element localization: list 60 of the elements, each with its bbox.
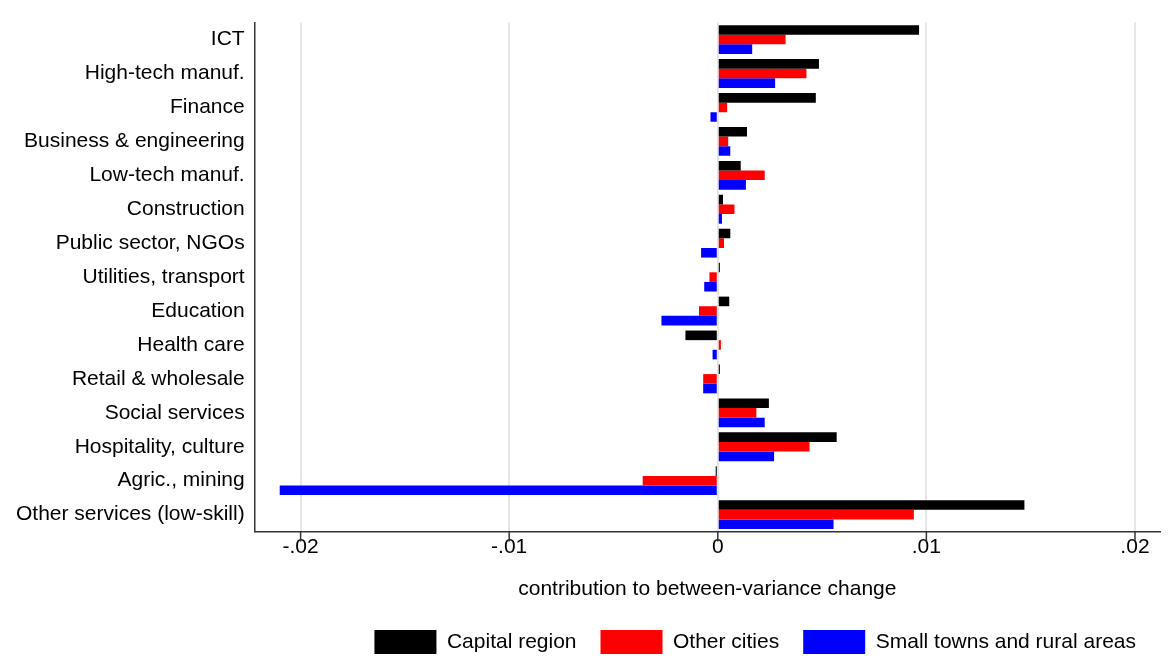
bar (642, 475, 717, 486)
bar (710, 112, 717, 122)
bar (718, 500, 1025, 510)
bar (279, 485, 717, 496)
y-tick-label: Business & engineering (24, 128, 245, 152)
bar (704, 281, 717, 292)
legend-label: Other cities (673, 628, 780, 652)
bar (718, 59, 819, 69)
bar (718, 126, 747, 137)
x-tick-label: 0 (711, 534, 724, 557)
y-tick-label: Education (151, 297, 245, 321)
bar (718, 238, 725, 248)
bar (718, 68, 807, 79)
y-tick-label: Construction (126, 196, 245, 220)
x-tick-label: .01 (911, 534, 941, 557)
y-tick-label: Low-tech manuf. (89, 162, 245, 186)
y-tick-label: High-tech manuf. (84, 60, 245, 84)
y-tick-label: Finance (169, 94, 245, 118)
y-tick-label: Public sector, NGOs (55, 229, 245, 253)
bar (718, 44, 753, 54)
bar (718, 398, 769, 409)
y-tick-label: Social services (104, 399, 245, 423)
y-tick-label: Health care (137, 331, 245, 355)
bar (701, 247, 717, 258)
bar (718, 170, 765, 181)
x-tick-label: -.02 (282, 534, 319, 557)
bar (718, 509, 914, 520)
y-tick-label: Other services (low-skill) (15, 501, 245, 525)
bar (718, 408, 757, 418)
legend-label: Small towns and rural areas (875, 628, 1137, 652)
bar (718, 93, 816, 103)
bar (718, 214, 722, 224)
bar (718, 78, 776, 88)
bar (661, 315, 717, 326)
bar (718, 432, 837, 442)
legend-label: Capital region (446, 628, 577, 652)
bar (718, 34, 786, 45)
bar (703, 383, 717, 394)
y-tick-label: Utilities, transport (82, 263, 245, 287)
x-axis-title: contribution to between-variance change (518, 576, 897, 600)
y-tick-label: Retail & wholesale (71, 365, 245, 389)
bar (718, 519, 834, 530)
bar (718, 451, 775, 462)
bar (718, 146, 731, 156)
x-tick-label: .02 (1120, 534, 1150, 557)
bar (718, 441, 810, 452)
y-tick-label: ICT (210, 26, 245, 50)
bar (718, 180, 746, 190)
bar (703, 374, 717, 384)
y-tick-label: Hospitality, culture (74, 433, 245, 457)
bar (718, 417, 765, 428)
bar (699, 306, 717, 316)
bar (718, 340, 721, 350)
bar (685, 330, 717, 341)
bar (718, 25, 920, 35)
x-tick-label: -.01 (491, 534, 528, 557)
y-tick-label: Agric., mining (117, 467, 245, 491)
bar (718, 160, 741, 171)
bar (709, 272, 717, 282)
bar (718, 204, 735, 215)
